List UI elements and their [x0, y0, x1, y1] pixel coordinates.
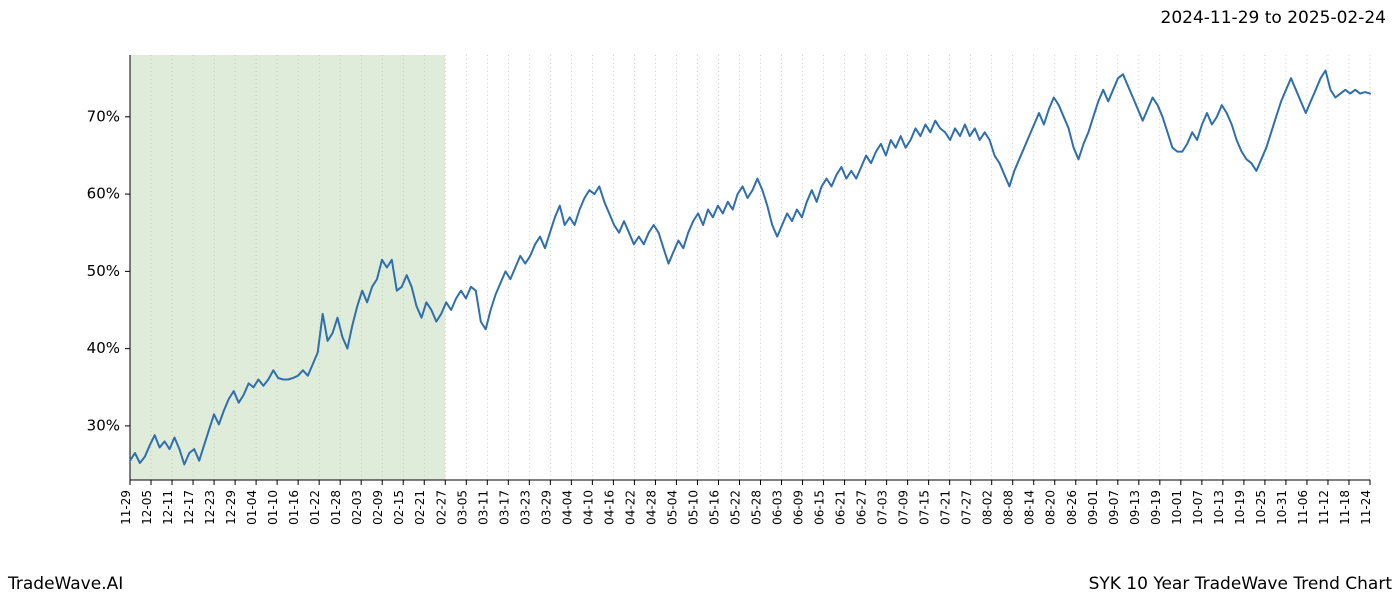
x-tick-label: 03-17 [497, 490, 511, 525]
x-tick-label: 06-09 [792, 490, 806, 525]
x-tick-label: 12-05 [140, 490, 154, 525]
x-tick-label: 04-22 [623, 490, 637, 525]
x-tick-label: 10-07 [1191, 490, 1205, 525]
x-tick-label: 02-09 [371, 490, 385, 525]
x-tick-label: 04-10 [581, 490, 595, 525]
x-tick-label: 08-26 [1065, 490, 1079, 525]
x-tick-label: 08-14 [1023, 490, 1037, 525]
x-tick-label: 01-10 [266, 490, 280, 525]
x-tick-label: 06-15 [813, 490, 827, 525]
x-tick-label: 01-28 [329, 490, 343, 525]
x-tick-label: 12-29 [224, 490, 238, 525]
x-tick-label: 05-16 [707, 490, 721, 525]
x-tick-label: 03-05 [455, 490, 469, 525]
chart-container: 2024-11-29 to 2025-02-24 11-2912-0512-11… [0, 0, 1400, 600]
x-tick-label: 09-19 [1149, 490, 1163, 525]
x-tick-label: 11-12 [1317, 490, 1331, 525]
footer-title: SYK 10 Year TradeWave Trend Chart [1089, 574, 1392, 594]
x-tick-label: 02-03 [350, 490, 364, 525]
x-tick-label: 11-29 [119, 490, 133, 525]
x-tick-label: 01-22 [308, 490, 322, 525]
x-tick-label: 09-07 [1107, 490, 1121, 525]
x-tick-label: 07-15 [918, 490, 932, 525]
y-tick-label: 30% [87, 416, 120, 434]
x-tick-label: 07-21 [939, 490, 953, 525]
x-tick-label: 05-10 [686, 490, 700, 525]
x-tick-label: 05-22 [728, 490, 742, 525]
line-chart: 11-29 12-05 12-11 12-17 12-23 12-29 01-04 01-10… [0, 0, 1400, 600]
y-tick-label: 40% [87, 339, 120, 357]
y-tick-label: 50% [87, 262, 120, 280]
x-tick-label: 09-13 [1128, 490, 1142, 525]
x-tick-label: 10-31 [1275, 490, 1289, 525]
x-tick-label: 10-19 [1233, 490, 1247, 525]
x-tick-label: 06-03 [771, 490, 785, 525]
x-tick-label: 04-16 [602, 490, 616, 525]
x-tick-label: 08-08 [1002, 490, 1016, 525]
x-tick-label: 07-27 [960, 490, 974, 525]
x-tick-label: 10-01 [1170, 490, 1184, 525]
x-tick-label: 06-27 [855, 490, 869, 525]
x-tick-label: 04-28 [644, 490, 658, 525]
x-tick-label: 07-03 [876, 490, 890, 525]
footer-brand: TradeWave.AI [8, 574, 123, 594]
x-tick-label: 07-09 [897, 490, 911, 525]
x-tick-label: 10-13 [1212, 490, 1226, 525]
y-tick-label: 60% [87, 185, 120, 203]
x-tick-label: 02-27 [434, 490, 448, 525]
x-tick-label: 06-21 [834, 490, 848, 525]
x-tick-label: 11-24 [1359, 490, 1373, 525]
x-tick-label: 08-20 [1044, 490, 1058, 525]
x-tick-label: 10-25 [1254, 490, 1268, 525]
x-tick-label: 12-17 [182, 490, 196, 525]
x-tick-label: 12-23 [203, 490, 217, 525]
x-tick-label: 03-29 [539, 490, 553, 525]
x-tick-label: 01-16 [287, 490, 301, 525]
x-tick-label: 08-02 [981, 490, 995, 525]
x-tick-label: 03-23 [518, 490, 532, 525]
x-tick-label: 03-11 [476, 490, 490, 525]
x-tick-label: 02-21 [413, 490, 427, 525]
x-tick-label: 05-04 [665, 490, 679, 525]
x-tick-label: 05-28 [750, 490, 764, 525]
x-tick-label: 09-01 [1086, 490, 1100, 525]
highlight-band [130, 55, 445, 480]
x-tick-label: 01-04 [245, 490, 259, 525]
x-tick-label: 04-04 [560, 490, 574, 525]
x-tick-label: 11-18 [1338, 490, 1352, 525]
x-tick-label: 02-15 [392, 490, 406, 525]
x-tick-label: 12-11 [161, 490, 175, 525]
x-tick-label: 11-06 [1296, 490, 1310, 525]
y-tick-label: 70% [87, 107, 120, 125]
